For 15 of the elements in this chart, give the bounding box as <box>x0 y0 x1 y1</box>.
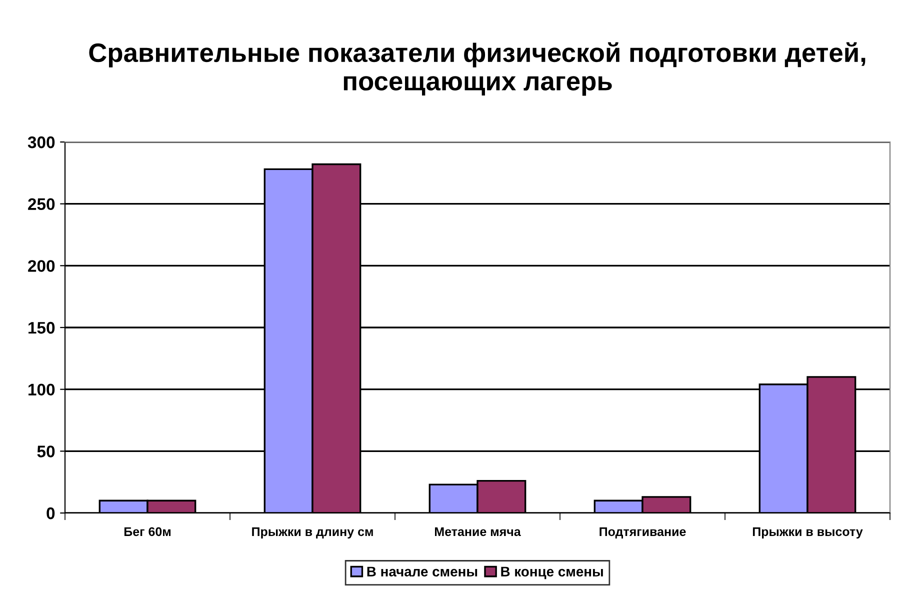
x-tick-label: Метание мяча <box>435 527 521 536</box>
y-tick-label: 150 <box>28 322 55 334</box>
y-tick-label: 300 <box>28 136 55 148</box>
y-tick-label: 200 <box>28 260 55 272</box>
y-tick-label: 0 <box>46 507 55 520</box>
y-tick-label: 250 <box>28 198 55 210</box>
legend-label: В начале смены <box>367 566 478 577</box>
x-tick-label: Бег 60м <box>124 527 171 536</box>
y-tick-label: 50 <box>37 446 55 458</box>
x-tick-label: Прыжки в высоту <box>752 527 863 539</box>
chart-title: Сравнительные показатели физической подготовки детей, посещающих лагерь <box>89 42 866 96</box>
y-tick-label: 100 <box>28 384 55 396</box>
x-tick-label: Подтягивание <box>600 527 686 538</box>
x-tick-label: Прыжки в длину см <box>252 527 373 539</box>
legend-label: В конце смены <box>501 566 603 580</box>
